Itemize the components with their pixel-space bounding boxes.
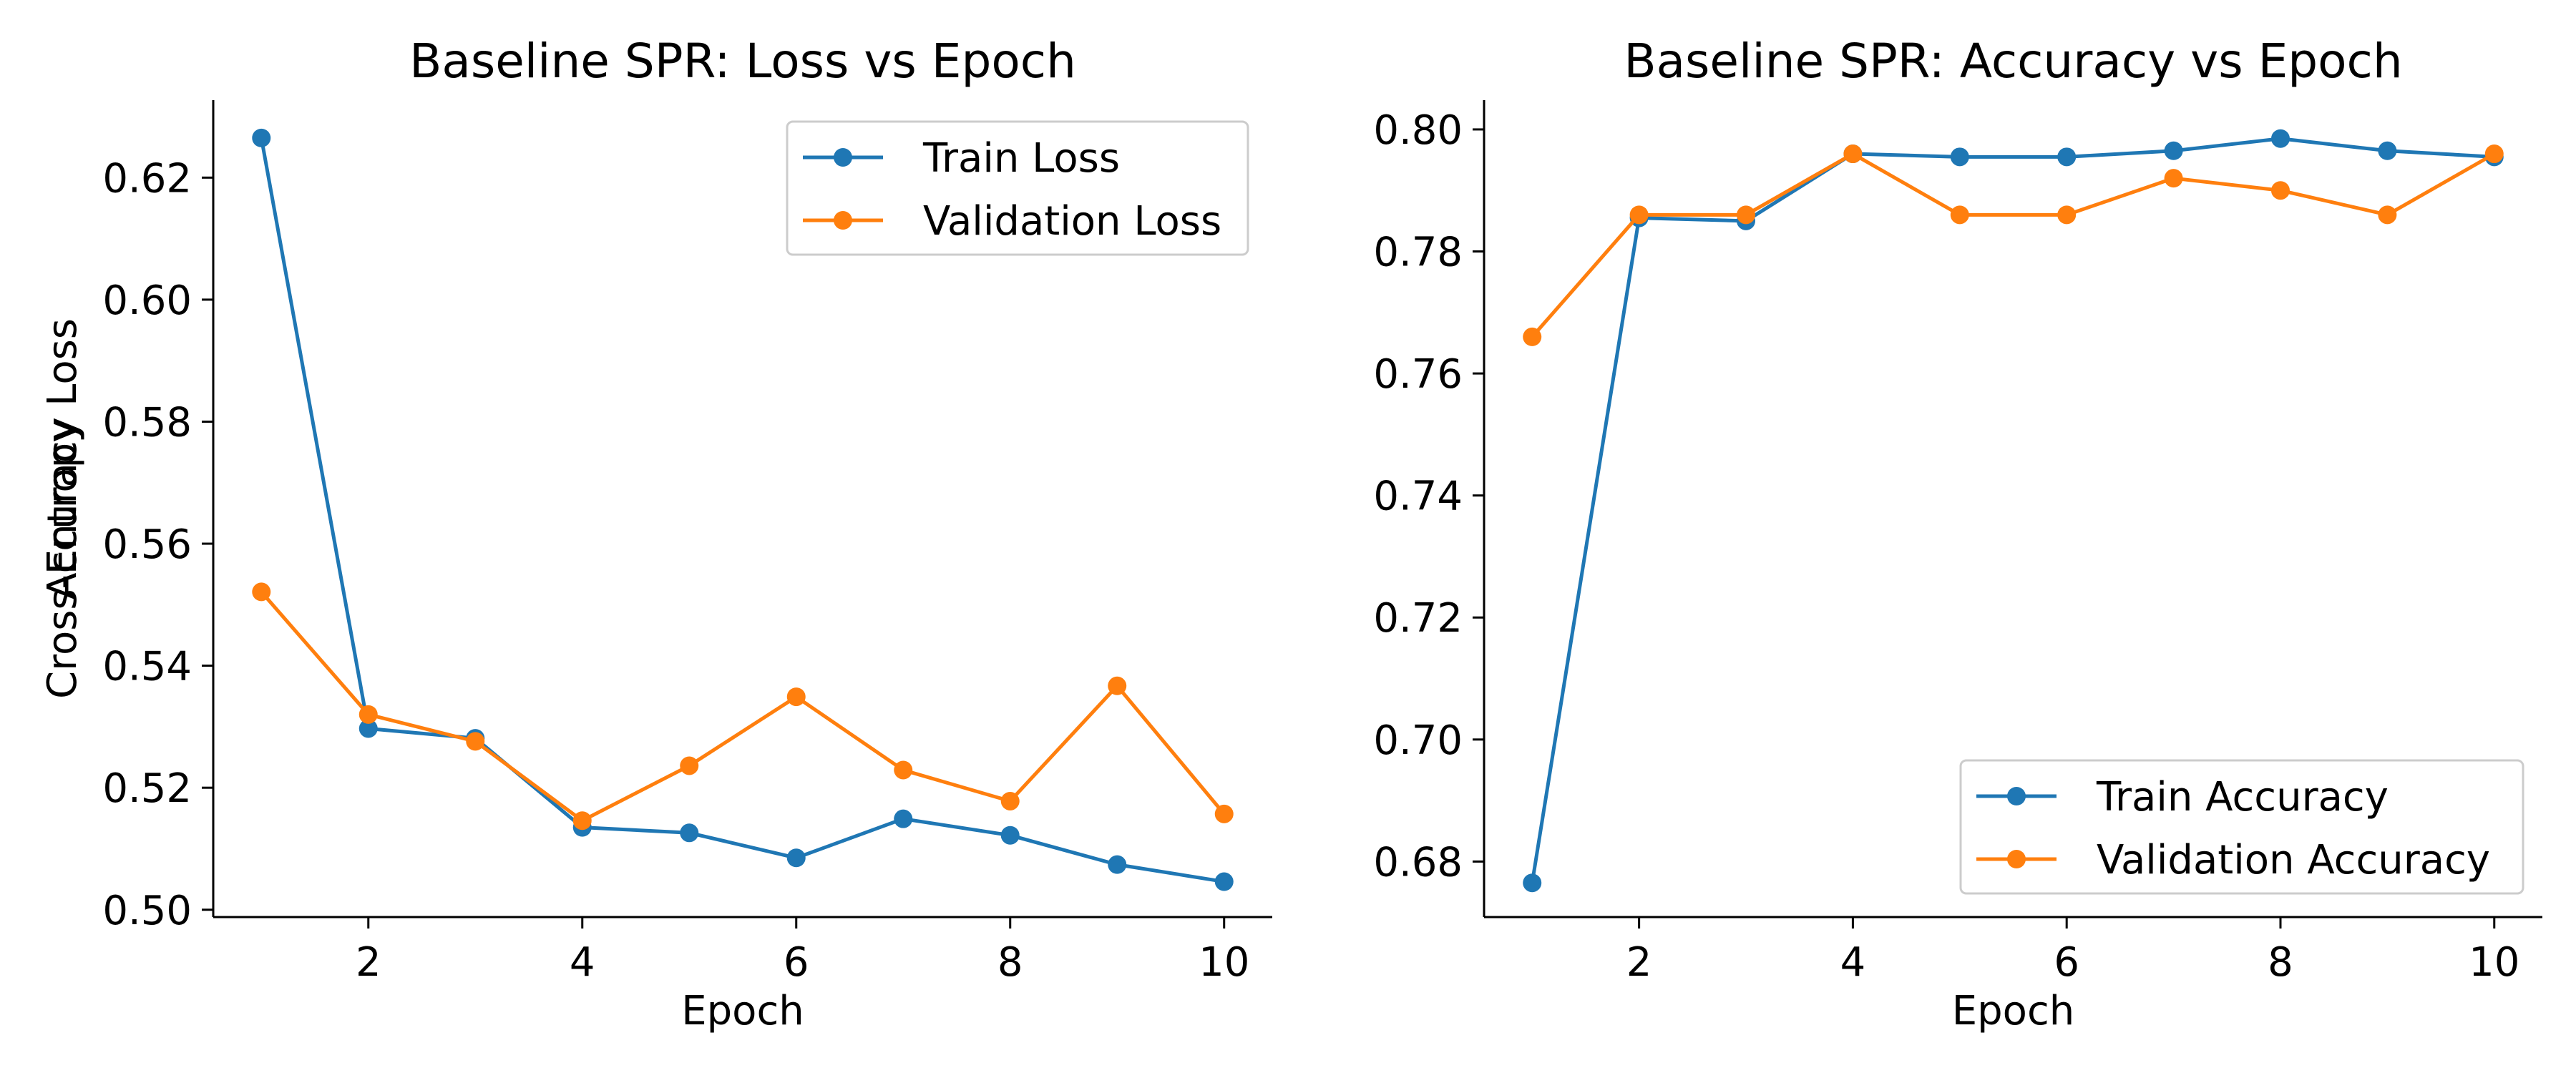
y-tick-label: 0.76 (1373, 351, 1463, 398)
data-point (1108, 676, 1127, 695)
data-point (1950, 205, 1969, 225)
data-point (2164, 169, 2183, 188)
data-point (466, 732, 485, 751)
data-point (358, 719, 378, 738)
y-axis-label: Accuracy (39, 417, 86, 600)
data-point (1737, 205, 1756, 225)
y-tick-label: 0.70 (1373, 717, 1463, 764)
data-point (1000, 791, 1020, 810)
data-point (1000, 825, 1020, 845)
x-tick-label: 6 (2054, 939, 2079, 986)
series-line-1 (260, 590, 1226, 823)
data-point (1629, 205, 1649, 225)
data-point (1214, 804, 1234, 823)
legend-swatch-marker (834, 211, 852, 230)
data-point (1523, 873, 1542, 893)
data-point (2378, 205, 2397, 225)
data-point (1523, 327, 1542, 346)
y-tick-label: 0.52 (102, 765, 192, 812)
y-tick-label: 0.60 (102, 278, 192, 324)
legend-swatch-marker (2007, 850, 2026, 868)
y-tick-label: 0.58 (102, 399, 192, 446)
x-tick-label: 2 (356, 939, 381, 986)
y-axis-label: Cross-Entropy Loss (39, 318, 86, 699)
x-tick-label: 6 (784, 939, 809, 986)
series-line-1 (1531, 152, 2496, 338)
y-tick-label: 0.56 (102, 521, 192, 568)
data-point (252, 582, 271, 602)
legend-label: Train Loss (922, 135, 1120, 182)
y-tick-label: 0.54 (102, 644, 192, 690)
legend-frame (1959, 759, 2524, 895)
data-point (1843, 144, 1863, 164)
data-point (2057, 147, 2077, 167)
legend-label: Train Accuracy (2096, 774, 2389, 820)
legend: Train Loss Validation Loss (786, 120, 1249, 256)
x-tick-label: 4 (1840, 939, 1866, 986)
legend-frame (786, 120, 1249, 256)
series-line-0 (1530, 137, 2494, 883)
data-point (894, 809, 913, 828)
data-point (2270, 129, 2290, 148)
data-point (2484, 144, 2504, 164)
y-tick-label: 0.80 (1373, 107, 1463, 154)
x-axis-label: Epoch (681, 988, 804, 1034)
legend-swatch-marker (2007, 787, 2026, 805)
data-point (2270, 181, 2290, 200)
data-point (2378, 141, 2397, 160)
data-point (1108, 855, 1127, 874)
series-line-0 (259, 137, 1225, 884)
data-point (358, 705, 378, 724)
x-tick-label: 10 (2469, 939, 2519, 986)
legend-swatch-marker (834, 148, 852, 167)
chart-title: Baseline SPR: Loss vs Epoch (409, 34, 1076, 89)
y-tick-label: 0.62 (102, 155, 192, 202)
x-tick-label: 8 (997, 939, 1023, 986)
y-tick-label: 0.50 (102, 888, 192, 934)
loss-chart: Baseline SPR: Loss vs Epoch 0.50 0.52 0.54 0… (39, 34, 1272, 1034)
legend: Train Accuracy Validation Accuracy (1959, 759, 2524, 895)
data-point (786, 848, 806, 868)
y-tick-label: 0.68 (1373, 839, 1463, 886)
data-point (572, 811, 592, 831)
data-point (894, 760, 913, 780)
x-axis-label: Epoch (1952, 988, 2074, 1034)
data-point (252, 128, 271, 147)
x-tick-label: 10 (1199, 939, 1249, 986)
x-tick-label: 4 (570, 939, 595, 986)
legend-label: Validation Loss (923, 198, 1221, 245)
chart-title: Baseline SPR: Accuracy vs Epoch (1624, 34, 2402, 89)
y-tick-label: 0.78 (1373, 230, 1463, 276)
data-point (1214, 872, 1234, 891)
accuracy-chart: Baseline SPR: Accuracy vs Epoch 0.68 0.70 0… (39, 34, 2542, 1034)
data-point (2164, 141, 2183, 160)
data-point (786, 687, 806, 707)
data-point (1950, 147, 1969, 167)
y-tick-label: 0.72 (1373, 595, 1463, 642)
data-point (2057, 205, 2077, 225)
data-point (680, 823, 699, 843)
data-point (680, 756, 699, 775)
y-tick-label: 0.74 (1373, 474, 1463, 520)
x-tick-label: 8 (2268, 939, 2293, 986)
x-tick-label: 2 (1626, 939, 1652, 986)
legend-label: Validation Accuracy (2097, 837, 2490, 883)
